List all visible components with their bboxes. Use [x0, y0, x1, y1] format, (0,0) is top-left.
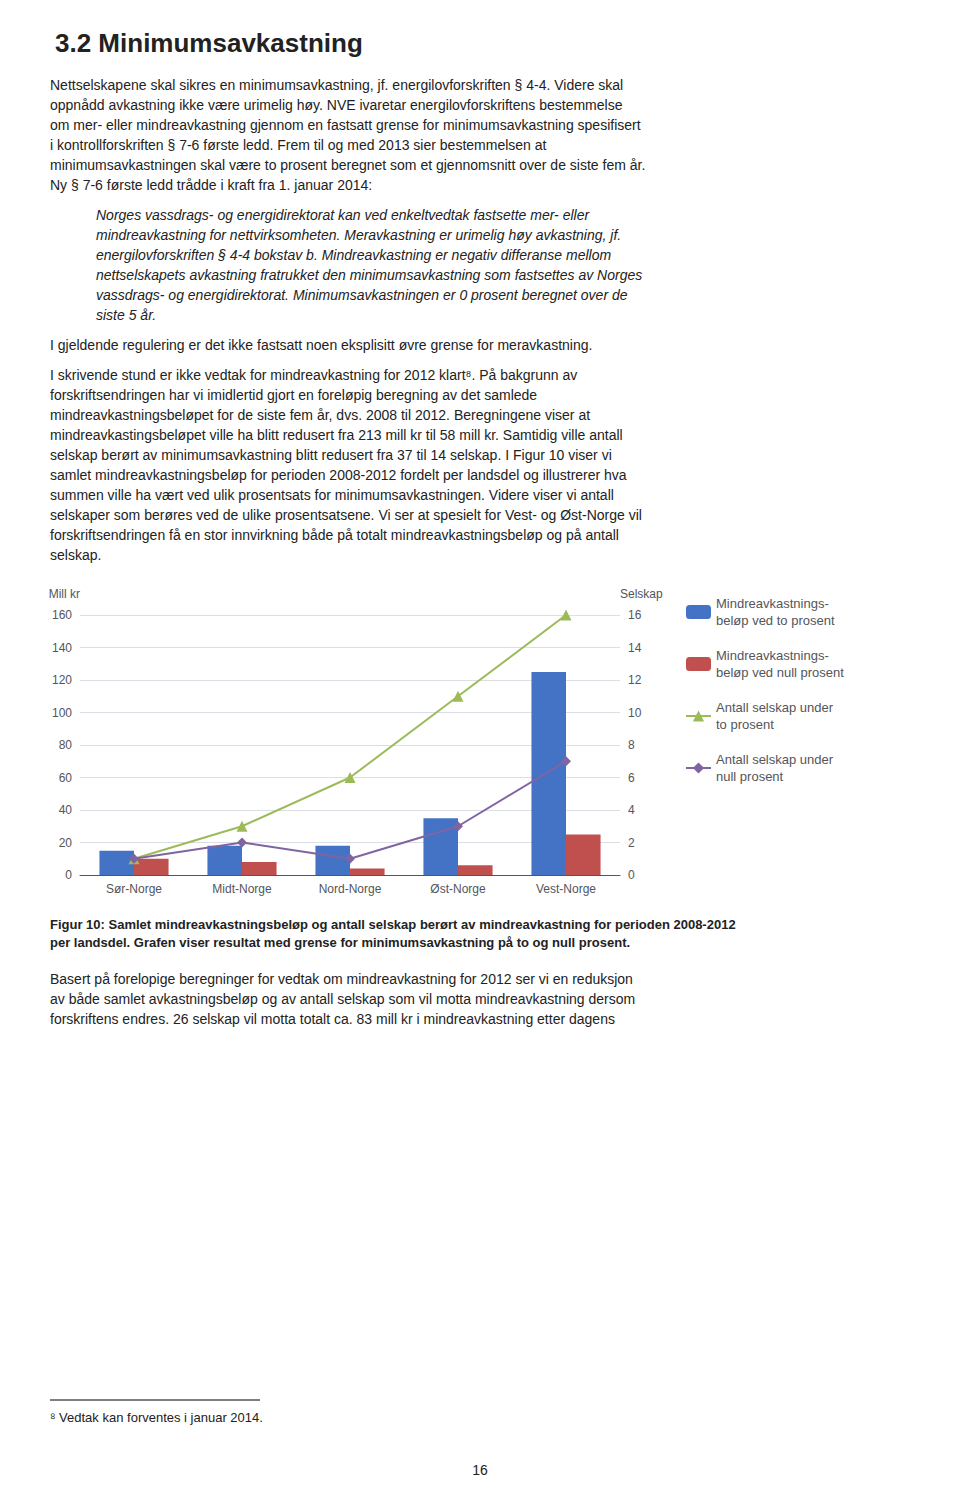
- svg-text:10: 10: [628, 706, 642, 720]
- svg-text:selskap berørt av minimumsavka: selskap berørt av minimumsavkastning bli…: [50, 447, 612, 463]
- svg-text:0: 0: [628, 868, 635, 882]
- svg-text:16: 16: [472, 1462, 488, 1478]
- svg-text:4: 4: [628, 803, 635, 817]
- svg-text:Antall selskap under: Antall selskap under: [716, 700, 834, 715]
- svg-text:16: 16: [628, 608, 642, 622]
- svg-text:Mindreavkastnings-: Mindreavkastnings-: [716, 648, 829, 663]
- svg-text:forskriftens endres. 26 selska: forskriftens endres. 26 selskap vil mott…: [50, 1011, 615, 1027]
- svg-text:summen ville ha vært ved ulik: summen ville ha vært ved ulik prosentsat…: [50, 487, 614, 503]
- svg-text:3.2 Minimumsavkastning: 3.2 Minimumsavkastning: [55, 28, 363, 58]
- svg-text:to prosent: to prosent: [716, 717, 774, 732]
- svg-text:mindreavkastingsbeløpet ville: mindreavkastingsbeløpet ville ha blitt r…: [50, 427, 623, 443]
- svg-text:selskaper som berøres ved de u: selskaper som berøres ved de ulike prose…: [50, 507, 642, 523]
- svg-text:Selskap: Selskap: [620, 587, 663, 601]
- svg-text:Basert på forelopige beregning: Basert på forelopige beregninger for ved…: [50, 971, 633, 987]
- svg-text:80: 80: [59, 738, 73, 752]
- svg-text:vassdrags- og energidirektorat: vassdrags- og energidirektorat. Minimums…: [96, 287, 628, 303]
- svg-text:Figur 10: Samlet mindreavkastn: Figur 10: Samlet mindreavkastningsbeløp …: [50, 917, 736, 932]
- svg-text:null prosent: null prosent: [716, 769, 784, 784]
- svg-text:140: 140: [52, 641, 72, 655]
- svg-text:60: 60: [59, 771, 73, 785]
- svg-text:14: 14: [628, 641, 642, 655]
- svg-text:Sør-Norge: Sør-Norge: [106, 882, 162, 896]
- svg-text:forskriftsendringen har vi imi: forskriftsendringen har vi imidlertid gj…: [50, 387, 537, 403]
- svg-text:160: 160: [52, 608, 72, 622]
- svg-text:Antall selskap under: Antall selskap under: [716, 752, 834, 767]
- svg-text:Nord-Norge: Nord-Norge: [319, 882, 382, 896]
- svg-text:100: 100: [52, 706, 72, 720]
- svg-text:oppnådd avkastning ikke være u: oppnådd avkastning ikke være urimelig hø…: [50, 97, 623, 113]
- svg-text:forskriftsendringen få en stor: forskriftsendringen få en stor innvirkni…: [50, 527, 619, 543]
- svg-text:2: 2: [628, 836, 635, 850]
- svg-text:minimumsavkastningen skal være: minimumsavkastningen skal være to prosen…: [50, 157, 645, 173]
- svg-text:av både samlet avkastningsbelø: av både samlet avkastningsbeløp og av an…: [50, 991, 635, 1007]
- svg-text:samlet mindreavkastningsbeløp: samlet mindreavkastningsbeløp for period…: [50, 467, 627, 483]
- svg-text:20: 20: [59, 836, 73, 850]
- svg-text:mindreavkastningsbeløpet for d: mindreavkastningsbeløpet for de siste fe…: [50, 407, 590, 423]
- svg-text:Øst-Norge: Øst-Norge: [430, 882, 486, 896]
- svg-text:8: 8: [628, 738, 635, 752]
- svg-text:om mer- eller mindreavkastning: om mer- eller mindreavkastning gjennom e…: [50, 117, 641, 133]
- svg-text:Midt-Norge: Midt-Norge: [212, 882, 272, 896]
- svg-text:beløp ved null prosent: beløp ved null prosent: [716, 665, 844, 680]
- svg-text:Mindreavkastnings-: Mindreavkastnings-: [716, 596, 829, 611]
- svg-text:Ny § 7-6 første ledd trådde i: Ny § 7-6 første ledd trådde i kraft fra …: [50, 177, 372, 193]
- svg-text:I skrivende stund er ikke vedt: I skrivende stund er ikke vedtak for min…: [50, 367, 577, 383]
- svg-text:⁸ Vedtak kan forventes i janua: ⁸ Vedtak kan forventes i januar 2014.: [50, 1410, 263, 1425]
- svg-text:40: 40: [59, 803, 73, 817]
- svg-text:Mill kr: Mill kr: [49, 587, 80, 601]
- svg-text:Norges vassdrags- og energidir: Norges vassdrags- og energidirektorat ka…: [96, 207, 590, 223]
- svg-text:mindreavkastning for nettvirks: mindreavkastning for nettvirksomheten. M…: [96, 227, 621, 243]
- svg-text:siste 5 år.: siste 5 år.: [96, 307, 156, 323]
- svg-text:i kontrollforskriften § 7-6 fø: i kontrollforskriften § 7-6 første ledd.…: [50, 137, 547, 153]
- svg-text:120: 120: [52, 673, 72, 687]
- svg-text:6: 6: [628, 771, 635, 785]
- svg-text:12: 12: [628, 673, 642, 687]
- svg-text:Nettselskapene skal sikres en: Nettselskapene skal sikres en minimumsav…: [50, 77, 623, 93]
- svg-text:beløp ved to prosent: beløp ved to prosent: [716, 613, 835, 628]
- svg-text:0: 0: [65, 868, 72, 882]
- svg-text:nettselskapets avkastning frat: nettselskapets avkastning fratrukket den…: [96, 267, 642, 283]
- svg-text:per landsdel. Grafen viser res: per landsdel. Grafen viser resultat med …: [50, 935, 630, 950]
- svg-text:energilovforskriften § 4-4 bok: energilovforskriften § 4-4 bokstav b. Mi…: [96, 247, 611, 263]
- svg-text:selskap.: selskap.: [50, 547, 101, 563]
- svg-text:I gjeldende regulering er det: I gjeldende regulering er det ikke fasts…: [50, 337, 592, 353]
- svg-text:Vest-Norge: Vest-Norge: [536, 882, 596, 896]
